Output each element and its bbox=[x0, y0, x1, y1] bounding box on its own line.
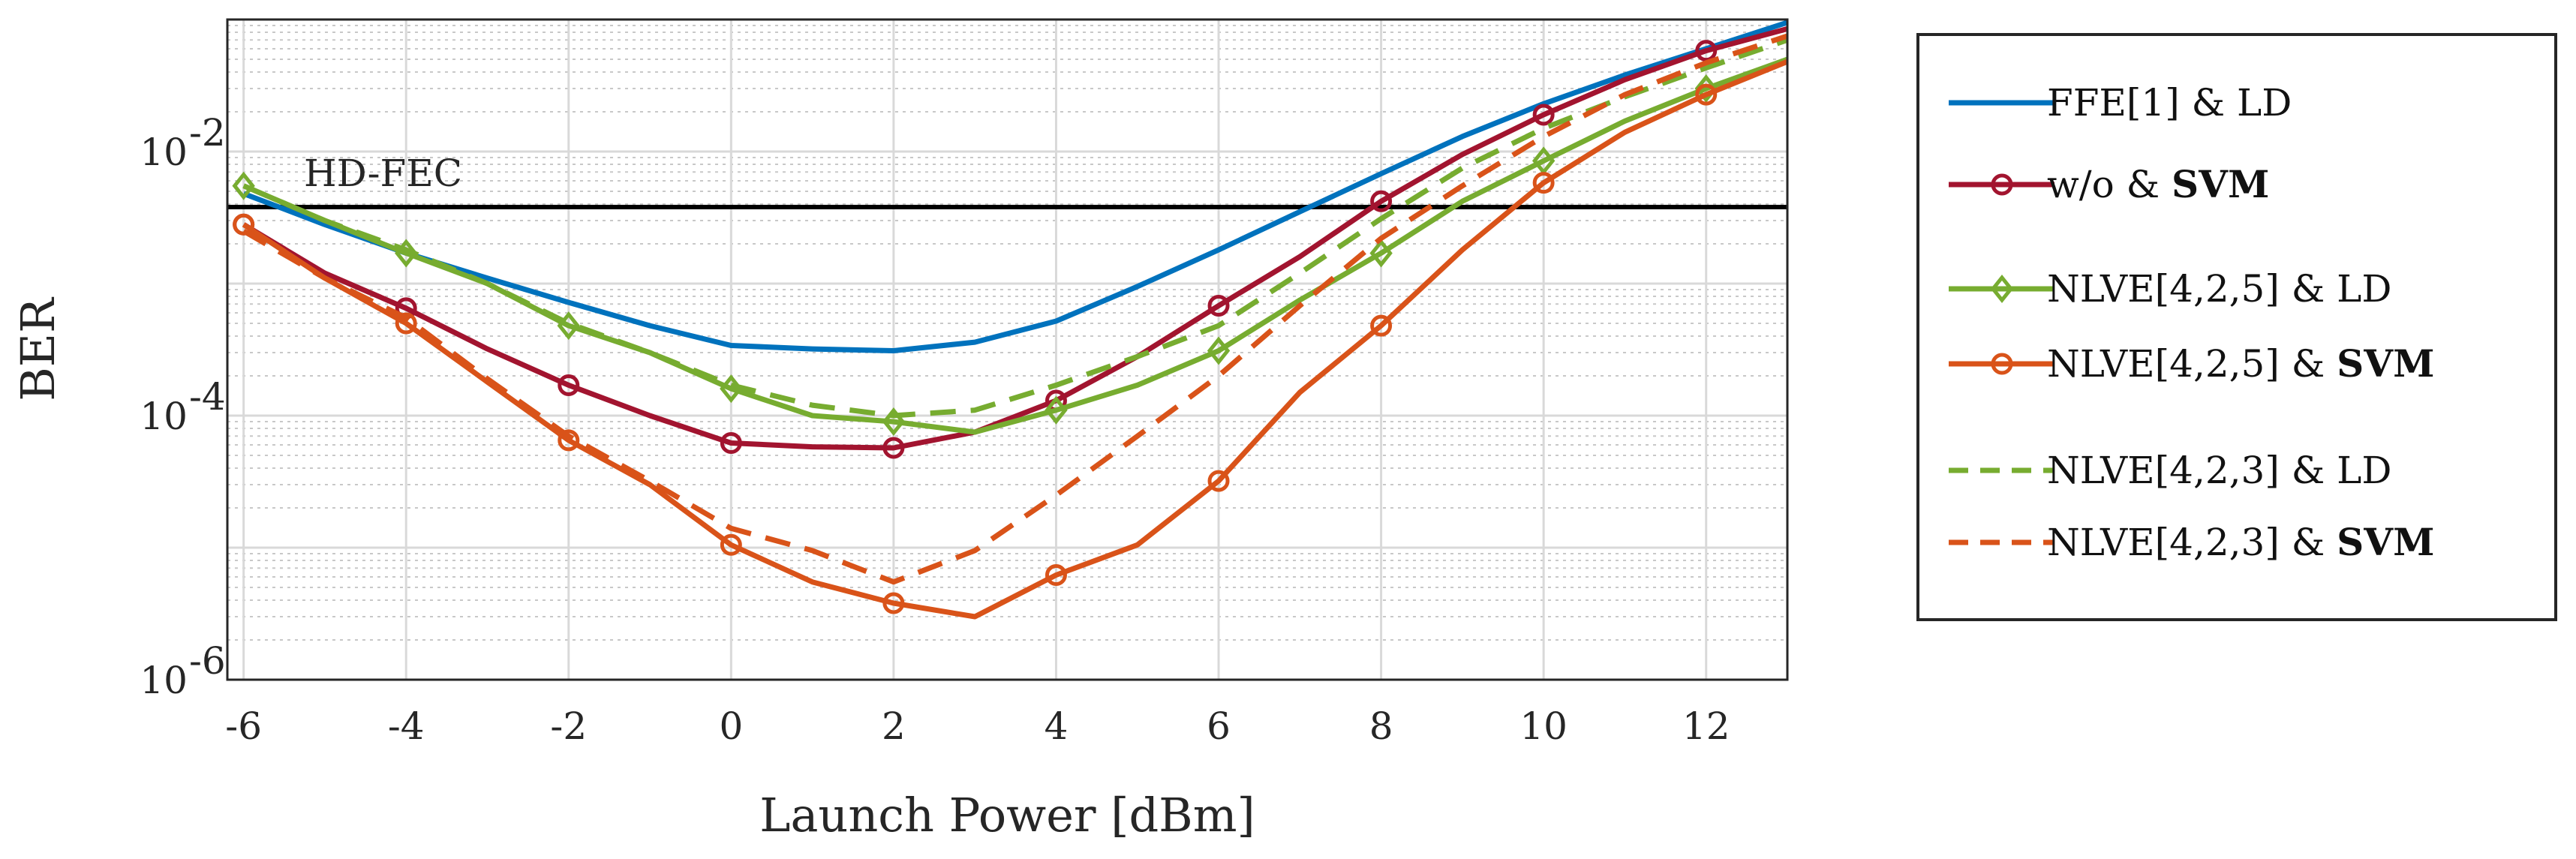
data-point bbox=[882, 407, 906, 437]
data-point bbox=[1045, 395, 1068, 425]
data-point bbox=[1532, 172, 1555, 194]
series-line bbox=[242, 59, 1789, 620]
series-1 bbox=[242, 20, 1789, 353]
legend-item-4: NLVE[4,2,5] & SVM bbox=[1949, 341, 2434, 386]
data-point bbox=[395, 312, 417, 335]
data-point bbox=[1370, 190, 1393, 212]
data-point bbox=[1694, 74, 1718, 104]
legend-label: FFE[1] & LD bbox=[2047, 81, 2292, 125]
legend-label: w/o & SVM bbox=[2047, 162, 2269, 206]
x-tick-label: -4 bbox=[388, 704, 425, 748]
data-point bbox=[1207, 336, 1231, 365]
y-tick-label: 10 bbox=[140, 131, 188, 174]
x-tick-label: 2 bbox=[882, 704, 906, 748]
legend-label-bold: SVM bbox=[2337, 341, 2434, 386]
x-tick-label: 4 bbox=[1045, 704, 1069, 748]
legend-label-bold: SVM bbox=[2337, 520, 2434, 564]
legend-item-3: NLVE[4,2,5] & LD bbox=[1949, 267, 2391, 311]
series-6 bbox=[242, 33, 1789, 585]
y-tick-exponent: -2 bbox=[189, 111, 226, 155]
legend-label-text: w/o & bbox=[2047, 163, 2172, 206]
legend-item-1: FFE[1] & LD bbox=[1949, 81, 2292, 125]
data-point bbox=[1370, 314, 1393, 337]
data-point bbox=[1695, 83, 1718, 106]
data-point bbox=[720, 432, 742, 455]
x-tick-label: 12 bbox=[1682, 704, 1730, 748]
legend-box bbox=[1916, 33, 2557, 621]
x-tick-label: 8 bbox=[1369, 704, 1393, 748]
y-tick-exponent: -4 bbox=[189, 375, 226, 419]
data-point bbox=[1045, 564, 1067, 587]
hd-fec-label: HD-FEC bbox=[304, 152, 462, 195]
y-tick-label: 10 bbox=[140, 659, 188, 702]
legend-label: NLVE[4,2,3] & SVM bbox=[2047, 520, 2434, 564]
data-point bbox=[882, 592, 905, 614]
y-tick-exponent: -6 bbox=[189, 639, 226, 683]
data-point bbox=[1991, 173, 2013, 196]
data-point bbox=[1207, 294, 1230, 317]
legend-label: NLVE[4,2,5] & SVM bbox=[2047, 341, 2434, 386]
data-point bbox=[882, 437, 905, 459]
data-point bbox=[1695, 40, 1718, 62]
legend-item-2: w/o & SVM bbox=[1949, 162, 2269, 206]
x-tick-label: -2 bbox=[550, 704, 587, 748]
legend-label: NLVE[4,2,5] & LD bbox=[2047, 267, 2391, 311]
legend-label-text: NLVE[4,2,5] & bbox=[2047, 342, 2337, 386]
legend-label-text: NLVE[4,2,5] & LD bbox=[2047, 267, 2391, 311]
legend: FFE[1] & LD w/o & SVM NLVE[4,2,5] & LD NLVE… bbox=[1916, 33, 2557, 621]
x-axis-label: Launch Power [dBm] bbox=[759, 788, 1255, 842]
x-tick-label: -6 bbox=[225, 704, 262, 748]
data-point bbox=[1369, 239, 1393, 268]
x-tick-label: 10 bbox=[1519, 704, 1568, 748]
y-axis-label: BER bbox=[11, 296, 65, 401]
series-line bbox=[242, 33, 1789, 585]
series-5 bbox=[242, 37, 1789, 419]
legend-item-6: NLVE[4,2,3] & SVM bbox=[1949, 520, 2434, 564]
data-point bbox=[1991, 353, 2013, 375]
series-line bbox=[242, 20, 1789, 353]
x-tick-label: 6 bbox=[1207, 704, 1231, 748]
grid bbox=[227, 20, 1787, 681]
legend-label-text: NLVE[4,2,3] & bbox=[2047, 521, 2337, 564]
series-4 bbox=[233, 59, 1789, 620]
plot-frame bbox=[226, 18, 1789, 681]
y-tick-label: 10 bbox=[140, 395, 188, 438]
data-point bbox=[1532, 104, 1555, 126]
data-point bbox=[558, 429, 580, 452]
series-line bbox=[242, 56, 1789, 435]
data-point bbox=[720, 533, 742, 556]
x-tick-label: 0 bbox=[719, 704, 743, 748]
series-line bbox=[242, 26, 1788, 451]
series-group bbox=[232, 20, 1789, 620]
legend-label-bold: SVM bbox=[2172, 162, 2269, 206]
legend-label-text: FFE[1] & LD bbox=[2047, 81, 2292, 125]
series-line bbox=[242, 37, 1789, 419]
legend-label-text: NLVE[4,2,3] & LD bbox=[2047, 449, 2391, 492]
legend-item-5: NLVE[4,2,3] & LD bbox=[1949, 449, 2391, 492]
data-point bbox=[1207, 470, 1230, 492]
data-point bbox=[558, 374, 580, 396]
data-point bbox=[232, 171, 255, 200]
legend-label: NLVE[4,2,3] & LD bbox=[2047, 449, 2391, 492]
hd-fec-threshold: HD-FEC bbox=[227, 152, 1787, 209]
data-point bbox=[1990, 274, 2014, 304]
